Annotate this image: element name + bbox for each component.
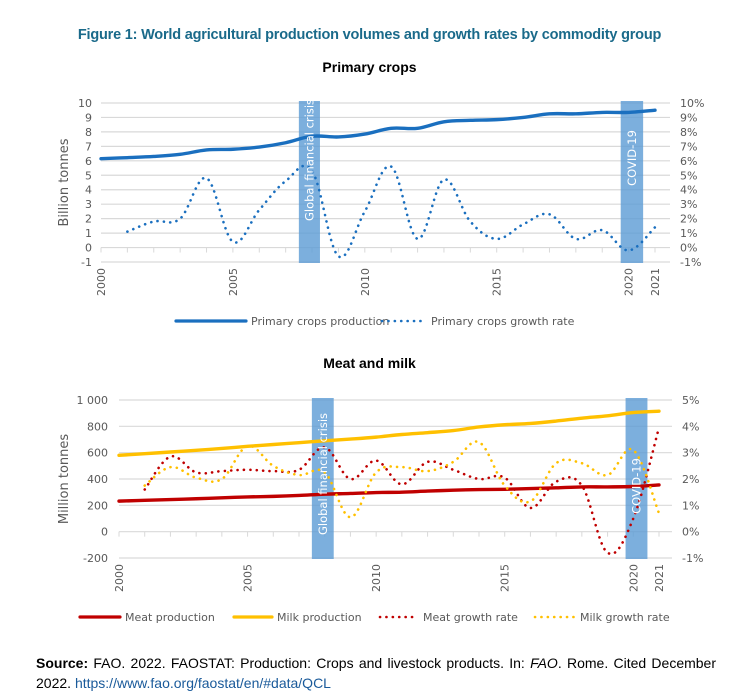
y-tick-label: 2 [85,213,92,226]
y-axis-title: Billion tonnes [57,138,72,226]
chart-title: Primary crops [322,59,416,75]
covid-band [625,398,648,559]
y-tick-label: 200 [87,499,108,512]
meat-growth-rate-line [143,426,661,556]
y-tick-label: -1 [81,256,92,269]
financial-crisis-label: Global financial crisis [316,413,330,535]
figure-title: Figure 1: World agricultural production … [77,27,662,43]
x-tick-label: 2000 [113,564,126,592]
x-tick-label: 2010 [370,564,383,592]
legend-label: Primary crops growth rate [431,315,575,328]
source-link[interactable]: https://www.fao.org/faostat/en/#data/QCL [74,675,331,691]
figure-charts: Primary crops-1012345678910-1%0%1%2%3%4%… [57,59,704,624]
y2-tick-label: 2% [682,473,699,486]
y-tick-label: 3 [85,198,92,211]
y2-tick-label: 2% [680,213,697,226]
x-tick-label: 2005 [242,564,255,592]
y-tick-label: 4 [85,184,92,197]
y2-tick-label: 5% [680,169,697,182]
chart-meat-and-milk: Meat and milk -200 0 200 400 600 800 1 000 -1% 0%… [57,355,703,624]
covid-label: COVID-19 [625,130,639,186]
milk-growth-rate-line [143,440,661,519]
primary-crops-production-line [99,108,657,161]
y2-tick-label: 6% [680,155,697,168]
y-tick-label: 600 [87,447,108,460]
financial-crisis-band [311,398,334,559]
financial-crisis-band [298,101,320,263]
y2-tick-label: 9% [680,111,697,124]
legend-label: Primary crops production [251,315,389,328]
covid-band [620,101,644,263]
source-label: Source: [36,655,89,671]
source-text-1: FAO. 2022. FAOSTAT: Production: Crops an… [88,655,531,671]
x-tick-label: 2005 [227,268,240,296]
y2-tick-label: 5% [682,394,699,407]
y-tick-label: 6 [85,155,92,168]
y-tick-label: 8 [85,126,92,139]
y2-tick-label: -1% [680,256,701,269]
legend-label: Milk growth rate [580,611,670,624]
y2-tick-label: 3% [682,447,699,460]
y-tick-label: 1 000 [77,394,109,407]
y-tick-label: 0 [85,242,92,255]
milk-production-line [117,409,661,457]
x-tick-label: 2000 [95,268,108,296]
source-italic: FAO [530,655,558,671]
y-axis-title: Million tonnes [57,434,72,525]
y2-tick-label: 7% [680,140,697,153]
y2-tick-label: 10% [680,97,704,110]
y-tick-label: 400 [87,473,108,486]
legend-label: Milk production [277,611,362,624]
x-tick-label: 2021 [653,564,666,592]
y-tick-label: 0 [101,526,108,539]
y2-tick-label: 8% [680,126,697,139]
x-tick-label: 2021 [649,268,662,296]
x-tick-label: 2010 [359,268,372,296]
x-tick-label: 2020 [627,564,640,592]
y-tick-label: -200 [83,552,108,565]
primary-crops-growth-rate-line [126,164,657,259]
y-tick-label: 800 [87,420,108,433]
source-text-2: . Rome. Cited December 2022. [36,655,716,691]
y2-tick-label: 1% [682,499,699,512]
x-tick-label: 2015 [491,268,504,296]
y-tick-label: 5 [85,169,92,182]
y-tick-label: 9 [85,111,92,124]
y2-tick-label: -1% [682,552,703,565]
x-tick-label: 2015 [499,564,512,592]
y2-tick-label: 0% [680,242,697,255]
legend-label: Meat production [125,611,215,624]
meat-production-line [117,483,661,503]
y-tick-label: 7 [85,140,92,153]
y-tick-label: 10 [78,97,92,110]
y2-tick-label: 3% [680,198,697,211]
financial-crisis-label: Global financial crisis [302,99,316,221]
covid-label: COVID-19 [630,458,644,514]
y2-tick-label: 1% [680,227,697,240]
source-note: Source: FAO. 2022. FAOSTAT: Production: … [36,653,716,693]
legend-label: Meat growth rate [423,611,518,624]
y2-tick-label: 0% [682,526,699,539]
y2-tick-label: 4% [682,420,699,433]
chart-primary-crops: Primary crops -10 12 34 56 78 910 -1%0% 1%2% 3%4%… [57,59,704,328]
y-tick-label: 1 [85,227,92,240]
y2-tick-label: 4% [680,184,697,197]
chart-title: Meat and milk [323,355,416,371]
x-tick-label: 2020 [623,268,636,296]
